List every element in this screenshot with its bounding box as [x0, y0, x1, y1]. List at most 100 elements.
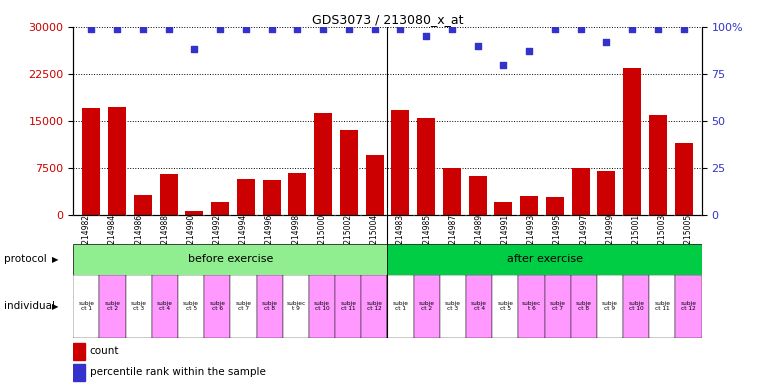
Text: GSM214988: GSM214988 [160, 214, 170, 260]
Text: subje
ct 9: subje ct 9 [602, 301, 618, 311]
Text: subje
ct 5: subje ct 5 [497, 301, 513, 311]
Bar [546, 197, 564, 215]
Point [265, 26, 278, 32]
Text: percentile rank within the sample: percentile rank within the sample [89, 367, 265, 377]
Text: GSM214997: GSM214997 [579, 214, 588, 260]
Text: GSM215000: GSM215000 [318, 214, 326, 260]
Bar [571, 275, 597, 338]
Bar [73, 244, 387, 275]
Text: subje
ct 8: subje ct 8 [576, 301, 592, 311]
Bar [362, 275, 388, 338]
Bar [152, 275, 178, 338]
Bar [126, 275, 152, 338]
Text: subje
ct 12: subje ct 12 [681, 301, 696, 311]
Bar [160, 174, 177, 215]
Text: GSM214986: GSM214986 [134, 214, 143, 260]
Point [600, 39, 612, 45]
Bar [492, 275, 518, 338]
Point [678, 26, 690, 32]
Text: GSM214991: GSM214991 [500, 214, 510, 260]
Bar [257, 275, 283, 338]
Bar [335, 275, 362, 338]
Text: subje
ct 12: subje ct 12 [366, 301, 382, 311]
Point [549, 26, 561, 32]
Point [420, 33, 433, 40]
Bar [649, 275, 675, 338]
Text: GSM214985: GSM214985 [423, 214, 431, 260]
Text: GSM214993: GSM214993 [527, 214, 536, 260]
Point [446, 26, 458, 32]
Text: GSM214982: GSM214982 [82, 214, 91, 260]
Point [85, 26, 97, 32]
Bar [466, 275, 492, 338]
Point [342, 26, 355, 32]
Text: subjec
t 6: subjec t 6 [522, 301, 541, 311]
Bar [133, 195, 152, 215]
Text: GSM214984: GSM214984 [108, 214, 117, 260]
Point [523, 48, 535, 55]
Text: subjec
t 9: subjec t 9 [286, 301, 305, 311]
Text: subje
ct 3: subje ct 3 [131, 301, 146, 311]
Bar [623, 275, 649, 338]
Bar [185, 211, 204, 215]
Text: protocol: protocol [4, 254, 46, 264]
Text: before exercise: before exercise [187, 254, 273, 264]
Text: GSM215005: GSM215005 [684, 214, 693, 260]
Text: subje
ct 7: subje ct 7 [235, 301, 251, 311]
Bar [314, 113, 332, 215]
Text: GSM215002: GSM215002 [344, 214, 352, 260]
Bar [178, 275, 204, 338]
Point [188, 46, 200, 53]
Point [317, 26, 329, 32]
Bar [387, 275, 413, 338]
Point [111, 26, 123, 32]
Bar [520, 196, 538, 215]
Bar [649, 115, 667, 215]
Bar [283, 275, 309, 338]
Bar [439, 275, 466, 338]
Bar [211, 202, 229, 215]
Text: GSM215001: GSM215001 [631, 214, 641, 260]
Text: GSM214994: GSM214994 [239, 214, 248, 260]
Text: subje
ct 5: subje ct 5 [183, 301, 199, 311]
Text: subje
ct 2: subje ct 2 [419, 301, 435, 311]
Bar [544, 275, 571, 338]
Text: subje
ct 11: subje ct 11 [340, 301, 356, 311]
Text: count: count [89, 346, 119, 356]
Point [214, 26, 226, 32]
Point [136, 26, 149, 32]
Bar [623, 68, 641, 215]
Text: GSM214999: GSM214999 [605, 214, 614, 260]
Text: subje
ct 6: subje ct 6 [209, 301, 225, 311]
Bar [204, 275, 231, 338]
Text: GSM214992: GSM214992 [213, 214, 222, 260]
Bar [417, 118, 435, 215]
Point [291, 26, 304, 32]
Text: GSM215003: GSM215003 [658, 214, 667, 260]
Text: GSM214989: GSM214989 [475, 214, 483, 260]
Text: GSM214983: GSM214983 [396, 214, 405, 260]
Text: subje
ct 8: subje ct 8 [261, 301, 278, 311]
Text: ▶: ▶ [52, 302, 59, 311]
Text: subje
ct 7: subje ct 7 [550, 301, 566, 311]
Text: individual: individual [4, 301, 55, 311]
Bar [518, 275, 544, 338]
Bar [340, 131, 358, 215]
Text: subje
ct 3: subje ct 3 [445, 301, 461, 311]
Text: GSM214990: GSM214990 [187, 214, 196, 260]
Bar [597, 275, 623, 338]
Point [574, 26, 587, 32]
Bar [309, 275, 335, 338]
Text: GSM214987: GSM214987 [449, 214, 457, 260]
Bar [288, 173, 306, 215]
Point [240, 26, 252, 32]
Title: GDS3073 / 213080_x_at: GDS3073 / 213080_x_at [311, 13, 463, 26]
Text: subje
ct 2: subje ct 2 [105, 301, 120, 311]
Point [163, 26, 175, 32]
Point [471, 43, 483, 49]
Bar [675, 275, 702, 338]
Text: GSM215004: GSM215004 [370, 214, 379, 260]
Bar [598, 171, 615, 215]
Text: GSM214998: GSM214998 [291, 214, 300, 260]
Text: subje
ct 1: subje ct 1 [79, 301, 94, 311]
